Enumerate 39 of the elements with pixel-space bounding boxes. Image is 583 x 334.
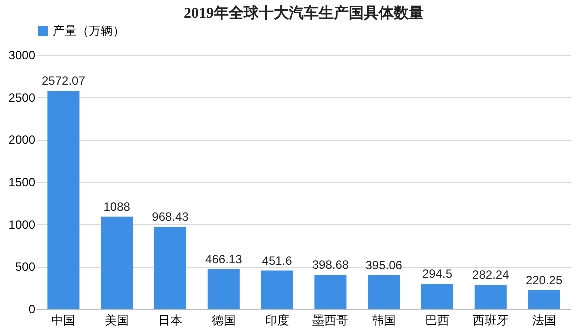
bar	[314, 275, 347, 309]
x-tick-label: 美国	[105, 314, 130, 328]
x-tick-label: 印度	[265, 314, 290, 328]
data-label: 294.5	[422, 267, 453, 282]
x-tick-label: 日本	[158, 314, 182, 328]
bar	[101, 216, 134, 309]
data-label: 395.06	[366, 258, 403, 273]
data-label: 282.24	[472, 268, 510, 282]
bar	[261, 270, 294, 309]
legend-label: 产量（万辆）	[53, 24, 125, 38]
bar	[474, 285, 507, 309]
y-tick-label: 0	[28, 302, 36, 316]
bar	[528, 290, 560, 309]
x-tick-label: 西班牙	[472, 314, 509, 328]
chart-title: 2019年全球十大汽车生产国具体数量	[184, 4, 424, 22]
bar	[48, 91, 80, 309]
data-label: 220.25	[526, 273, 563, 288]
data-label: 2572.07	[42, 74, 86, 88]
y-tick-label: 1500	[8, 176, 36, 190]
bar	[154, 227, 187, 309]
data-label: 451.6	[262, 254, 293, 268]
y-tick-label: 2000	[8, 133, 36, 148]
data-label: 1088	[104, 200, 131, 214]
x-tick-label: 韩国	[372, 314, 396, 328]
x-tick-label: 墨西哥	[312, 314, 349, 328]
bar	[208, 270, 240, 309]
x-tick-label: 中国	[52, 314, 76, 328]
y-tick-label: 1000	[8, 218, 36, 232]
bar	[421, 284, 454, 309]
x-tick-label: 巴西	[426, 314, 450, 328]
x-tick-label: 法国	[532, 314, 556, 328]
data-label: 968.43	[152, 210, 190, 224]
y-tick-label: 3000	[8, 48, 36, 62]
data-label: 466.13	[206, 252, 243, 267]
y-tick-label: 2500	[8, 90, 36, 105]
y-tick-label: 500	[15, 260, 36, 274]
x-tick-label: 德国	[212, 314, 236, 328]
data-label: 398.68	[312, 258, 350, 272]
bar	[368, 276, 400, 309]
